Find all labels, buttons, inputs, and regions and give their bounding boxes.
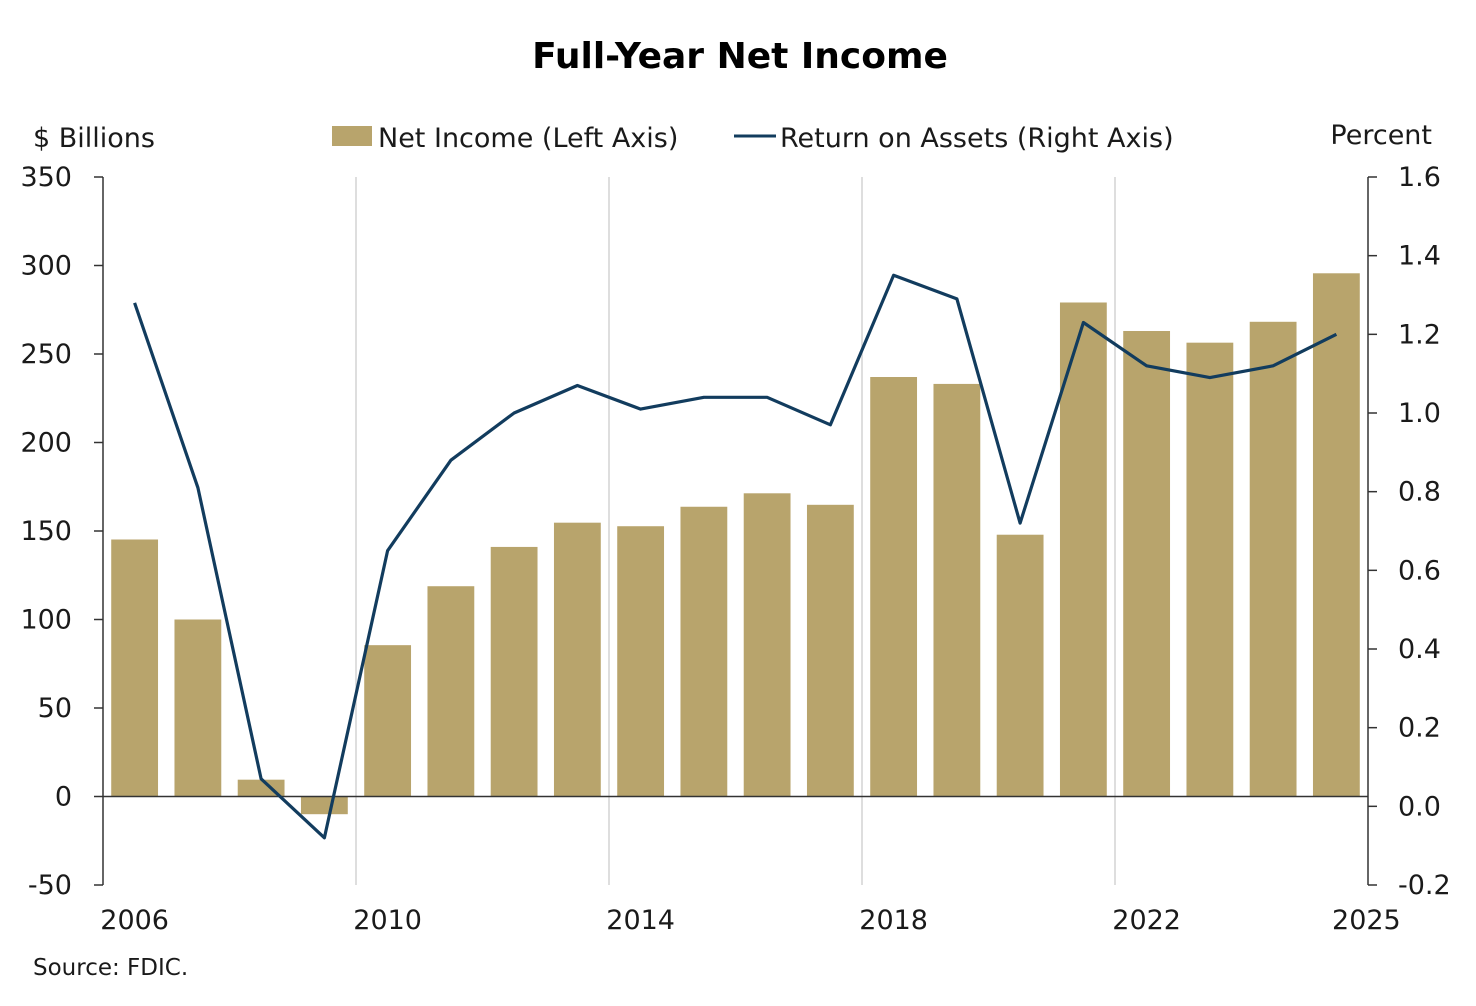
bar-2019 bbox=[933, 383, 981, 797]
bar-2018 bbox=[870, 377, 918, 797]
axes bbox=[102, 177, 1369, 885]
right-tick-label: 1.2 bbox=[1398, 319, 1441, 350]
right-tick-label: 0.0 bbox=[1398, 791, 1441, 822]
x-tick-label-2006: 2006 bbox=[100, 905, 169, 936]
bar-2010 bbox=[364, 645, 412, 797]
bar-2016 bbox=[743, 493, 791, 797]
bar-2014 bbox=[617, 526, 665, 797]
right-tick-label: 0.8 bbox=[1398, 477, 1441, 508]
source-note: Source: FDIC. bbox=[33, 955, 188, 981]
x-tick-label-2010: 2010 bbox=[353, 905, 422, 936]
legend-label-net-income: Net Income (Left Axis) bbox=[378, 123, 678, 154]
left-axis-label: $ Billions bbox=[33, 123, 155, 154]
bar-2012 bbox=[490, 546, 538, 797]
bar-2020 bbox=[996, 534, 1044, 797]
x-axis-ticks: 2006 2010 2014 2018 2022 2025 bbox=[100, 905, 1400, 936]
left-tick-label: -50 bbox=[28, 870, 72, 901]
bar-2008 bbox=[237, 779, 285, 797]
left-tick-label: 150 bbox=[20, 516, 72, 547]
left-tick-label: 300 bbox=[20, 251, 72, 282]
right-tick-label: 1.4 bbox=[1398, 241, 1441, 272]
legend-swatch-net-income bbox=[332, 126, 372, 146]
right-tick-label: 0.4 bbox=[1398, 634, 1441, 665]
bar-2025 bbox=[1312, 273, 1360, 797]
bar-2011 bbox=[427, 586, 475, 797]
right-tick-label: 1.0 bbox=[1398, 398, 1441, 429]
left-tick-label: 50 bbox=[38, 693, 72, 724]
bar-2023 bbox=[1186, 342, 1234, 797]
gridlines bbox=[355, 177, 1116, 885]
bar-2024 bbox=[1249, 321, 1297, 797]
left-tick-label: 200 bbox=[20, 428, 72, 459]
x-tick-label-2018: 2018 bbox=[859, 905, 928, 936]
bar-2006 bbox=[111, 539, 159, 797]
net-income-bars bbox=[111, 273, 1360, 815]
legend-label-roa: Return on Assets (Right Axis) bbox=[780, 123, 1174, 154]
right-axis-ticks: 1.6 1.4 1.2 1.0 0.8 0.6 0.4 0.2 0.0 -0.2 bbox=[1368, 162, 1451, 901]
right-tick-label: 0.6 bbox=[1398, 555, 1441, 586]
right-tick-label: 0.2 bbox=[1398, 713, 1441, 744]
legend: Net Income (Left Axis) Return on Assets … bbox=[332, 123, 1174, 154]
left-tick-label: 350 bbox=[20, 162, 72, 193]
bar-2022 bbox=[1123, 330, 1171, 797]
x-tick-label-2014: 2014 bbox=[606, 905, 675, 936]
left-tick-label: 0 bbox=[55, 782, 72, 813]
left-tick-label: 100 bbox=[20, 605, 72, 636]
bar-2017 bbox=[806, 504, 854, 797]
x-tick-label-2022: 2022 bbox=[1112, 905, 1181, 936]
right-axis-label: Percent bbox=[1330, 120, 1432, 151]
bar-2007 bbox=[174, 619, 222, 797]
roa-line bbox=[133, 273, 1338, 840]
x-tick-label-2025: 2025 bbox=[1332, 905, 1401, 936]
bar-2015 bbox=[680, 506, 728, 797]
chart-title: Full-Year Net Income bbox=[532, 36, 948, 77]
left-axis-ticks: 350 300 250 200 150 100 50 0 -50 bbox=[20, 162, 103, 901]
right-tick-label: -0.2 bbox=[1398, 870, 1451, 901]
bar-2013 bbox=[553, 522, 601, 797]
roa-line-series bbox=[133, 273, 1338, 840]
bar-2009 bbox=[300, 796, 348, 815]
bar-2021 bbox=[1059, 302, 1107, 797]
right-tick-label: 1.6 bbox=[1398, 162, 1441, 193]
left-tick-label: 250 bbox=[20, 339, 72, 370]
